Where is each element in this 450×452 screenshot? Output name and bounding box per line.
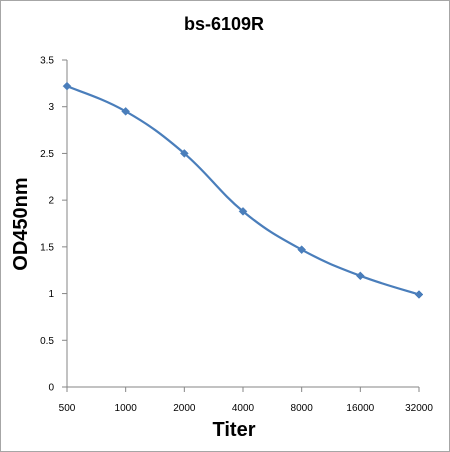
- x-tick-label: 16000: [346, 403, 374, 414]
- y-tick-label: 1.5: [40, 242, 54, 253]
- series-group: [62, 81, 424, 299]
- x-tick-label: 32000: [405, 403, 433, 414]
- chart-title: bs-6109R: [184, 14, 264, 34]
- y-tick-label: 0: [48, 383, 54, 394]
- data-point-marker: [414, 290, 424, 299]
- data-point-marker: [62, 81, 72, 91]
- data-point-marker: [121, 107, 131, 116]
- x-axis-ticks: 500 1000 2000 4000 8000 16000 32000: [59, 387, 433, 414]
- y-tick-label: 1: [48, 289, 54, 300]
- data-point-marker: [297, 245, 307, 255]
- data-point-marker: [355, 271, 365, 281]
- y-tick-label: 2.5: [40, 149, 54, 160]
- x-axis-label: Titer: [213, 419, 256, 441]
- data-point-marker: [238, 207, 248, 216]
- x-tick-label: 8000: [291, 403, 314, 414]
- y-axis-label: OD450nm: [10, 177, 32, 270]
- y-axis-ticks: 0 0.5 1 1.5 2 2.5 3 3.5: [40, 56, 67, 394]
- x-tick-label: 2000: [173, 403, 196, 414]
- y-tick-label: 2: [48, 196, 54, 207]
- y-tick-label: 3: [48, 102, 54, 113]
- x-tick-label: 1000: [115, 403, 138, 414]
- data-point-marker: [179, 149, 189, 158]
- y-tick-label: 3.5: [40, 56, 54, 67]
- x-tick-label: 4000: [232, 403, 255, 414]
- series-line: [66, 85, 420, 296]
- x-tick-label: 500: [59, 403, 76, 414]
- y-tick-label: 0.5: [40, 336, 54, 347]
